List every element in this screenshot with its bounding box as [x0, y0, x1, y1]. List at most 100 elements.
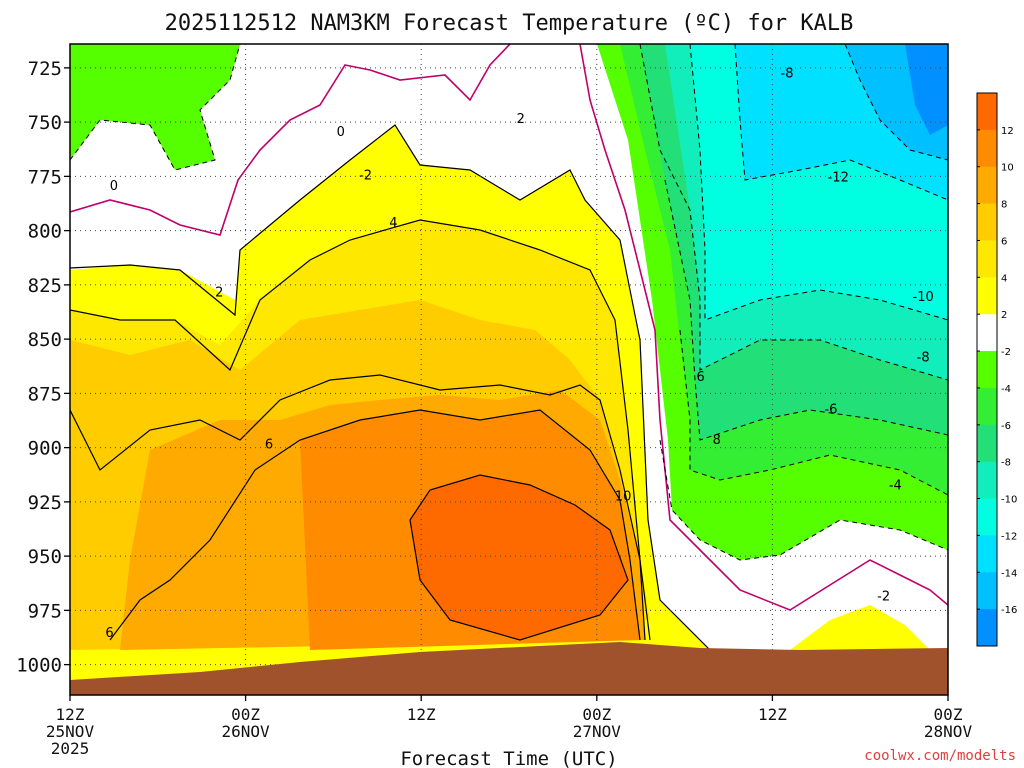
region-green-cold-left	[70, 44, 240, 170]
y-tick-label: 725	[28, 58, 62, 80]
colorbar-tick-label: 10	[1001, 163, 1014, 174]
colorbar-segment	[977, 203, 997, 241]
x-tick-label: 27NOV	[573, 722, 622, 741]
colorbar-segment	[977, 93, 997, 131]
colorbar-segment	[977, 240, 997, 278]
colorbar-segment	[977, 166, 997, 205]
x-axis-label: Forecast Time (UTC)	[400, 748, 617, 768]
colorbar-tick-label: 8	[1001, 200, 1007, 211]
colorbar-segment	[977, 498, 997, 536]
contour-label: 10	[615, 490, 632, 505]
watermark: coolwx.com/modelts	[864, 748, 1016, 764]
colorbar-segment	[977, 314, 997, 352]
colorbar-segment	[977, 609, 997, 647]
colorbar-segment	[977, 351, 997, 389]
chart-title: 2025112512 NAM3KM Forecast Temperature (…	[165, 11, 854, 36]
colorbar-segment	[977, 277, 997, 315]
contour-label: 6	[697, 370, 705, 385]
y-tick-label: 750	[28, 112, 62, 134]
y-tick-label: 975	[28, 600, 62, 622]
colorbar: 12 10 8 6 4 2 -2 -4 -6 -8 -10 -12 -14 -16	[976, 92, 1017, 647]
y-tick-label: 925	[28, 492, 62, 514]
contour-solid-4	[70, 219, 651, 641]
colorbar-tick-label: 6	[1001, 236, 1007, 247]
contour-dashed-8	[639, 44, 948, 381]
contour-label: -8	[917, 351, 930, 366]
contour-dashed-4	[679, 329, 948, 496]
colorbar-segment	[977, 572, 997, 610]
x-tick-label: 00Z	[231, 705, 260, 724]
contour-dashed-2	[659, 439, 948, 561]
grid-lines	[70, 44, 948, 695]
contour-label: -8	[781, 66, 794, 81]
contour-label: -12	[828, 171, 849, 186]
contour-zero-line	[70, 44, 948, 611]
x-tick-label: 00Z	[582, 705, 611, 724]
contour-label: 8	[713, 433, 721, 448]
y-axis: 725 750 775 800 825 850 875 900 925 950 975 1000	[16, 58, 70, 677]
contour-label: 6	[105, 626, 113, 641]
x-tick-label: 25NOV	[46, 722, 95, 741]
colorbar-tick-label: -14	[1001, 568, 1017, 579]
y-tick-label: 950	[28, 546, 62, 568]
colorbar-tick-label: -6	[1001, 421, 1011, 432]
contour-label: -2	[359, 168, 372, 183]
x-tick-label: 12Z	[407, 705, 436, 724]
x-tick-label: 28NOV	[924, 722, 973, 741]
plot-frame	[69, 43, 949, 696]
region-yellow-bottom-right	[790, 605, 930, 650]
x-tick-label: 12Z	[56, 705, 85, 724]
region-deep-orange	[410, 475, 628, 640]
colorbar-tick-label: -10	[1001, 495, 1017, 506]
contour-dashed-14	[844, 44, 948, 161]
y-tick-label: 800	[28, 221, 62, 243]
terrain	[70, 642, 948, 695]
colorbar-tick-label: 2	[1001, 310, 1007, 321]
y-tick-label: 875	[28, 383, 62, 405]
y-tick-label: 775	[28, 166, 62, 188]
contour-label: -4	[889, 479, 902, 494]
colorbar-tick-label: -12	[1001, 531, 1017, 542]
colorbar-tick-label: 12	[1001, 126, 1014, 137]
contour-solid-2	[70, 124, 721, 661]
colorbar-tick-label: -8	[1001, 458, 1011, 469]
y-tick-label: 1000	[16, 655, 62, 677]
colorbar-tick-label: 4	[1001, 273, 1007, 284]
contour-label: 4	[389, 216, 397, 231]
region-blue	[905, 44, 948, 135]
colorbar-tick-label: -16	[1001, 605, 1017, 616]
contour-label: 0	[110, 179, 118, 194]
contour-label: 2	[517, 112, 525, 127]
contour-solid-6	[70, 374, 646, 641]
colorbar-frame	[976, 92, 998, 647]
colorbar-segment	[977, 387, 997, 426]
contour-label: 0	[337, 125, 345, 140]
colorbar-segment	[977, 461, 997, 500]
contour-dashed-12	[734, 44, 948, 201]
contour-dashed-left	[70, 44, 241, 171]
colorbar-segment	[977, 424, 997, 463]
x-tick-label: 00Z	[934, 705, 963, 724]
colorbar-segment	[977, 129, 997, 168]
y-tick-label: 850	[28, 329, 62, 351]
contour-labels: -8 -12 -10 -8 -6 -4 -2 -2 0 0 2 2 4 6 6 6 8 10	[105, 66, 934, 641]
colorbar-tick-label: -2	[1001, 347, 1011, 358]
contour-label: 2	[215, 286, 223, 301]
colorbar-segment	[977, 535, 997, 573]
contour-label: -2	[877, 589, 890, 604]
contour-dashed-6	[664, 179, 948, 441]
contour-label: 6	[265, 437, 273, 452]
x-tick-label: 2025	[51, 739, 90, 758]
x-tick-label: 12Z	[758, 705, 787, 724]
plot-area: -8 -12 -10 -8 -6 -4 -2 -2 0 0 2 2 4 6 6 6 8 10	[70, 44, 948, 695]
contour-solid-10	[409, 474, 629, 641]
colorbar-tick-label: -4	[1001, 384, 1011, 395]
x-tick-label: 26NOV	[222, 722, 271, 741]
y-tick-label: 900	[28, 438, 62, 460]
contour-label: -10	[913, 290, 934, 305]
contour-label: -6	[824, 403, 837, 418]
contour-solid-8	[109, 409, 641, 641]
y-tick-label: 825	[28, 275, 62, 297]
